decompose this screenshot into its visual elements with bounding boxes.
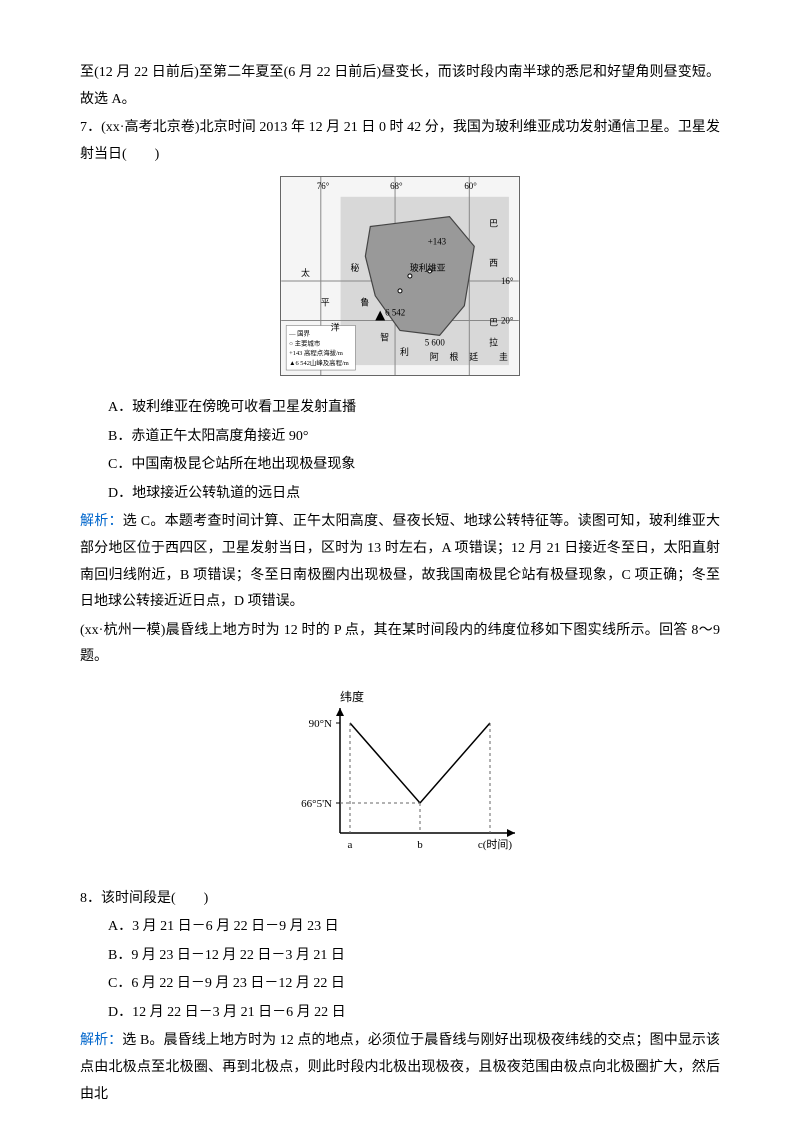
- svg-text:60°: 60°: [464, 181, 477, 191]
- svg-text:廷: 廷: [469, 352, 478, 363]
- svg-text:+143: +143: [428, 237, 447, 247]
- analysis-label-2: 解析：: [80, 1033, 122, 1048]
- svg-text:洋: 洋: [331, 322, 340, 333]
- svg-text:— 国界: — 国界: [288, 330, 310, 338]
- svg-text:○ 主要城市: ○ 主要城市: [289, 339, 321, 348]
- svg-text:圭: 圭: [499, 352, 508, 363]
- svg-text:20°: 20°: [501, 316, 514, 326]
- svg-text:西: 西: [489, 258, 498, 268]
- svg-text:纬度: 纬度: [340, 689, 364, 704]
- svg-text:秘: 秘: [351, 262, 360, 273]
- svg-text:66°5'N: 66°5'N: [301, 798, 332, 810]
- svg-text:90°N: 90°N: [309, 718, 332, 730]
- svg-text:▲6 542山峰及高程/m: ▲6 542山峰及高程/m: [289, 358, 349, 367]
- chart-container: 纬度 90°N 66°5'N a b c(时间): [80, 683, 720, 874]
- analysis-label: 解析：: [80, 514, 123, 529]
- q7-option-c: C．中国南极昆仑站所在地出现极昼现象: [80, 452, 720, 479]
- q7-option-a: A．玻利维亚在傍晚可收看卫星发射直播: [80, 395, 720, 422]
- svg-text:68°: 68°: [390, 181, 403, 191]
- svg-text:6 542: 6 542: [385, 308, 405, 318]
- q7-option-b: B．赤道正午太阳高度角接近 90°: [80, 424, 720, 451]
- map-container: 76° 68° 60° 16° 20° 巴西太平秘鲁洋智利阿根廷巴拉圭+143玻…: [80, 176, 720, 387]
- q8-option-c: C．6 月 22 日－9 月 23 日－12 月 22 日: [80, 971, 720, 998]
- latitude-chart: 纬度 90°N 66°5'N a b c(时间): [270, 683, 530, 863]
- svg-text:玻利维亚: 玻利维亚: [410, 262, 446, 273]
- svg-text:拉: 拉: [489, 337, 498, 348]
- svg-text:利: 利: [400, 347, 409, 358]
- svg-text:智: 智: [380, 332, 389, 343]
- svg-text:b: b: [417, 839, 423, 851]
- q8-option-a: A．3 月 21 日－6 月 22 日－9 月 23 日: [80, 914, 720, 941]
- q8-analysis: 解析：选 B。晨昏线上地方时为 12 点的地点，必须位于晨昏线与刚好出现极夜纬线…: [80, 1028, 720, 1108]
- q8-option-b: B．9 月 23 日－12 月 22 日－3 月 21 日: [80, 943, 720, 970]
- q8-intro: (xx·杭州一模)晨昏线上地方时为 12 时的 P 点，其在某时间段内的纬度位移…: [80, 618, 720, 671]
- svg-text:5 600: 5 600: [425, 338, 446, 348]
- bolivia-map: 76° 68° 60° 16° 20° 巴西太平秘鲁洋智利阿根廷巴拉圭+143玻…: [280, 176, 520, 376]
- svg-text:阿: 阿: [430, 353, 439, 363]
- q8-option-d: D．12 月 22 日－3 月 21 日－6 月 22 日: [80, 1000, 720, 1027]
- svg-text:c(时间): c(时间): [478, 838, 513, 851]
- q8-analysis-text: 选 B。晨昏线上地方时为 12 点的地点，必须位于晨昏线与刚好出现极夜纬线的交点…: [80, 1033, 720, 1101]
- q7-option-d: D．地球接近公转轨道的远日点: [80, 481, 720, 508]
- svg-text:a: a: [348, 839, 353, 851]
- svg-text:巴: 巴: [489, 219, 498, 229]
- q7-analysis: 解析：选 C。本题考查时间计算、正午太阳高度、昼夜长短、地球公转特征等。读图可知…: [80, 509, 720, 615]
- q7-analysis-text: 选 C。本题考查时间计算、正午太阳高度、昼夜长短、地球公转特征等。读图可知，玻利…: [80, 514, 720, 609]
- svg-text:根: 根: [450, 352, 459, 363]
- svg-text:鲁: 鲁: [360, 297, 369, 308]
- svg-text:76°: 76°: [317, 181, 330, 191]
- intro-continuation: 至(12 月 22 日前后)至第二年夏至(6 月 22 日前后)昼变长，而该时段…: [80, 60, 720, 113]
- svg-text:+143 高程点海拔/m: +143 高程点海拔/m: [289, 349, 343, 358]
- q8-stem: 8．该时间段是( ): [80, 886, 720, 913]
- q7-stem: 7．(xx·高考北京卷)北京时间 2013 年 12 月 21 日 0 时 42…: [80, 115, 720, 168]
- svg-text:太: 太: [301, 267, 310, 278]
- svg-text:16°: 16°: [501, 276, 514, 286]
- svg-text:平: 平: [321, 298, 330, 308]
- svg-text:巴: 巴: [489, 318, 498, 328]
